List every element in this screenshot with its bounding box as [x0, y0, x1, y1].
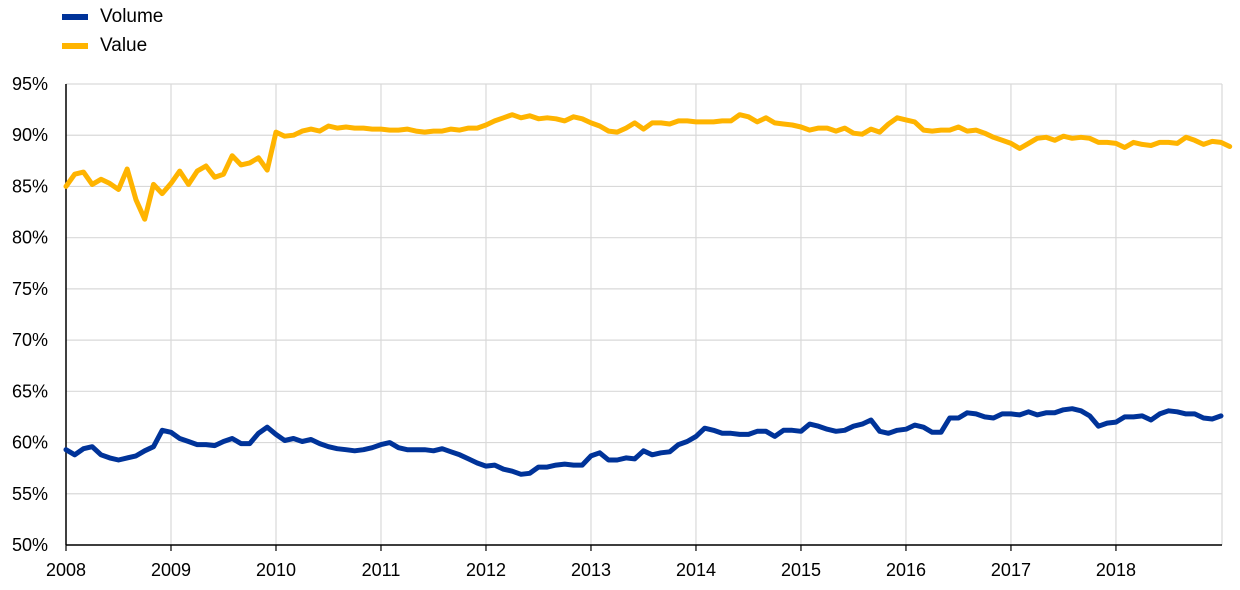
x-tick-label: 2016 — [886, 560, 926, 580]
legend-swatch-value — [62, 42, 88, 49]
legend-item-value: Value — [62, 31, 163, 60]
legend-item-volume: Volume — [62, 2, 163, 31]
y-tick-label: 90% — [12, 125, 48, 145]
y-tick-label: 50% — [12, 535, 48, 555]
y-tick-label: 85% — [12, 176, 48, 196]
legend-swatch-volume — [62, 13, 88, 20]
series-line-volume — [63, 406, 1224, 477]
x-tick-label: 2011 — [362, 560, 401, 580]
x-tick-label: 2018 — [1096, 560, 1136, 580]
x-tick-label: 2014 — [676, 560, 716, 580]
x-tick-label: 2017 — [991, 560, 1031, 580]
legend-label-value: Value — [100, 34, 148, 56]
series-line-value — [63, 112, 1233, 222]
x-tick-label: 2013 — [571, 560, 611, 580]
y-tick-label: 75% — [12, 279, 48, 299]
x-tick-label: 2009 — [151, 560, 191, 580]
x-tick-label: 2015 — [781, 560, 821, 580]
y-tick-label: 55% — [12, 484, 48, 504]
y-tick-label: 70% — [12, 330, 48, 350]
y-tick-label: 65% — [12, 381, 48, 401]
y-tick-label: 80% — [12, 228, 48, 248]
y-tick-label: 60% — [12, 433, 48, 453]
series-lines — [63, 112, 1233, 477]
x-tick-label: 2012 — [466, 560, 506, 580]
x-tick-label: 2008 — [46, 560, 86, 580]
x-tick-label: 2010 — [256, 560, 296, 580]
legend: Volume Value — [62, 2, 163, 60]
axes: 50% 55% 60% 65% 70% 75% 80% 85% 90% 95% 2008 2009 20… — [12, 74, 1222, 580]
grid — [66, 83, 1223, 546]
legend-label-volume: Volume — [100, 5, 164, 27]
y-tick-label: 95% — [12, 74, 48, 94]
